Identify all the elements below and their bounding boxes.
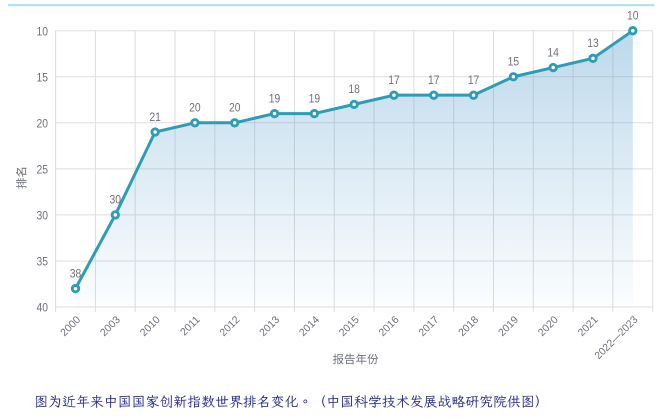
svg-text:30: 30 — [110, 195, 122, 207]
svg-text:21: 21 — [149, 112, 161, 124]
svg-text:20: 20 — [37, 119, 49, 131]
svg-text:15: 15 — [508, 57, 520, 69]
svg-text:35: 35 — [37, 257, 49, 269]
svg-text:18: 18 — [348, 84, 360, 96]
svg-text:19: 19 — [269, 93, 281, 105]
svg-text:17: 17 — [468, 75, 480, 87]
svg-text:13: 13 — [587, 38, 599, 50]
svg-text:14: 14 — [547, 47, 559, 59]
svg-text:15: 15 — [37, 72, 49, 84]
svg-text:17: 17 — [428, 75, 440, 87]
svg-text:20: 20 — [229, 103, 241, 115]
svg-text:17: 17 — [388, 75, 400, 87]
svg-text:10: 10 — [37, 26, 49, 38]
svg-text:40: 40 — [37, 303, 49, 315]
svg-text:30: 30 — [37, 211, 49, 223]
svg-text:38: 38 — [70, 268, 82, 280]
svg-text:19: 19 — [309, 93, 321, 105]
svg-text:10: 10 — [627, 11, 639, 23]
svg-text:25: 25 — [37, 165, 49, 177]
svg-text:20: 20 — [189, 103, 201, 115]
